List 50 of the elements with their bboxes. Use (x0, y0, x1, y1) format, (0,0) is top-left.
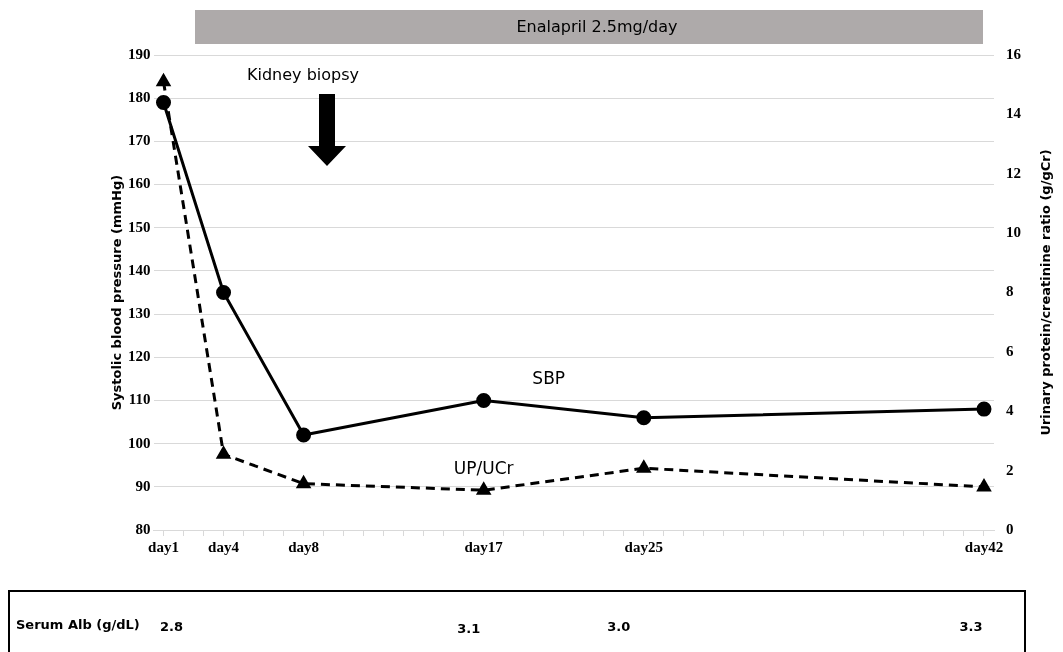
x-tick-label: day1 (148, 538, 179, 555)
y-tick-label: 180 (128, 89, 151, 106)
y-tick-label: 140 (128, 261, 151, 278)
y2-tick-label: 4 (1006, 402, 1014, 419)
text: 3.1 (457, 621, 481, 636)
y2-axis-title: Urinary protein/creatinine ratio (g/gCr) (1038, 149, 1054, 436)
y-tick-label: 90 (135, 477, 151, 494)
x-tick-label: day42 (964, 538, 1004, 555)
point (216, 446, 231, 459)
point (977, 479, 991, 492)
series-label: SBP (532, 368, 566, 389)
y-axis-title: Systolic blood pressure (mmHg) (109, 174, 125, 411)
point (636, 410, 652, 426)
y2-tick-label: 10 (1006, 224, 1021, 240)
point (216, 285, 232, 300)
annotation: Kidney biopsy (247, 65, 359, 84)
y2-tick-label: 2 (1006, 461, 1014, 478)
point (637, 460, 651, 473)
series-label: UP/UCr (453, 458, 514, 479)
y-tick-label: 170 (128, 132, 151, 149)
x-tick-label: day8 (288, 538, 320, 555)
y-tick-label: 130 (128, 304, 151, 321)
x-tick-label: day25 (624, 538, 663, 555)
x-tick-label: day17 (464, 538, 504, 555)
y2-tick-label: 14 (1006, 105, 1022, 122)
text: 3.3 (959, 619, 983, 634)
text: 2.8 (159, 619, 184, 634)
y2-tick-label: 16 (1006, 45, 1022, 62)
y-tick-label: 120 (128, 348, 151, 365)
y-tick-label: 150 (128, 218, 151, 235)
y2-tick-label: 0 (1006, 520, 1014, 537)
y-tick-label: 110 (128, 391, 151, 408)
y-tick-label: 80 (135, 520, 151, 537)
point (477, 482, 491, 495)
y-tick-label: 190 (128, 45, 151, 62)
x-tick-label: day4 (208, 538, 240, 555)
point (476, 392, 492, 408)
text: Enalapril 2.5mg/day (516, 17, 678, 36)
point (296, 427, 312, 443)
point (976, 401, 992, 417)
y2-tick-label: 12 (1006, 164, 1021, 181)
y2-tick-label: 6 (1006, 342, 1014, 359)
y-tick-label: 100 (128, 434, 151, 451)
text: Serum Alb (g/dL) (16, 617, 140, 632)
text: 3.0 (607, 619, 631, 634)
y2-tick-label: 8 (1006, 283, 1014, 300)
point (156, 95, 172, 110)
y-tick-label: 160 (128, 175, 151, 192)
point (156, 74, 171, 87)
point (296, 476, 311, 489)
